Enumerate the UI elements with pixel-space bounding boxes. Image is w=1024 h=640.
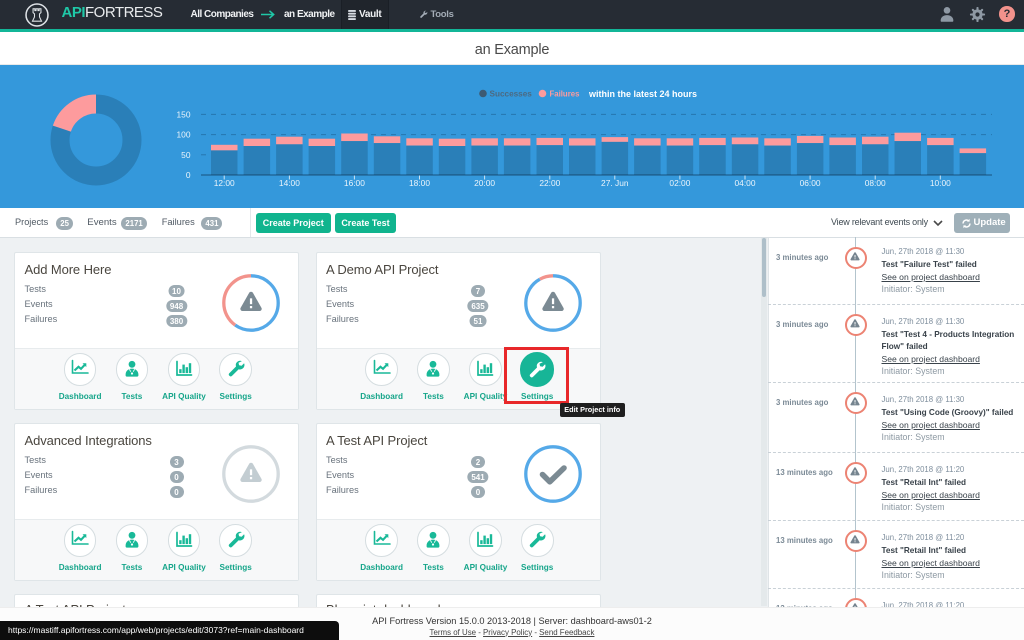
svg-text:14:00: 14:00: [279, 178, 300, 188]
svg-text:16:00: 16:00: [344, 178, 365, 188]
svg-text:within the latest 24 hours: within the latest 24 hours: [588, 89, 697, 99]
svg-text:08:00: 08:00: [865, 178, 886, 188]
svg-text:Successes: Successes: [490, 90, 533, 99]
svg-text:0: 0: [186, 170, 191, 180]
svg-text:27. Jun: 27. Jun: [601, 178, 629, 188]
svg-text:02:00: 02:00: [669, 178, 690, 188]
svg-text:20:00: 20:00: [474, 178, 495, 188]
svg-text:50: 50: [181, 150, 191, 160]
svg-text:18:00: 18:00: [409, 178, 430, 188]
svg-text:06:00: 06:00: [800, 178, 821, 188]
svg-text:100: 100: [177, 130, 191, 140]
svg-text:04:00: 04:00: [735, 178, 756, 188]
svg-text:Failures: Failures: [550, 90, 581, 99]
svg-text:22:00: 22:00: [539, 178, 560, 188]
svg-text:10:00: 10:00: [930, 178, 951, 188]
svg-text:150: 150: [177, 109, 191, 119]
svg-text:12:00: 12:00: [214, 178, 235, 188]
